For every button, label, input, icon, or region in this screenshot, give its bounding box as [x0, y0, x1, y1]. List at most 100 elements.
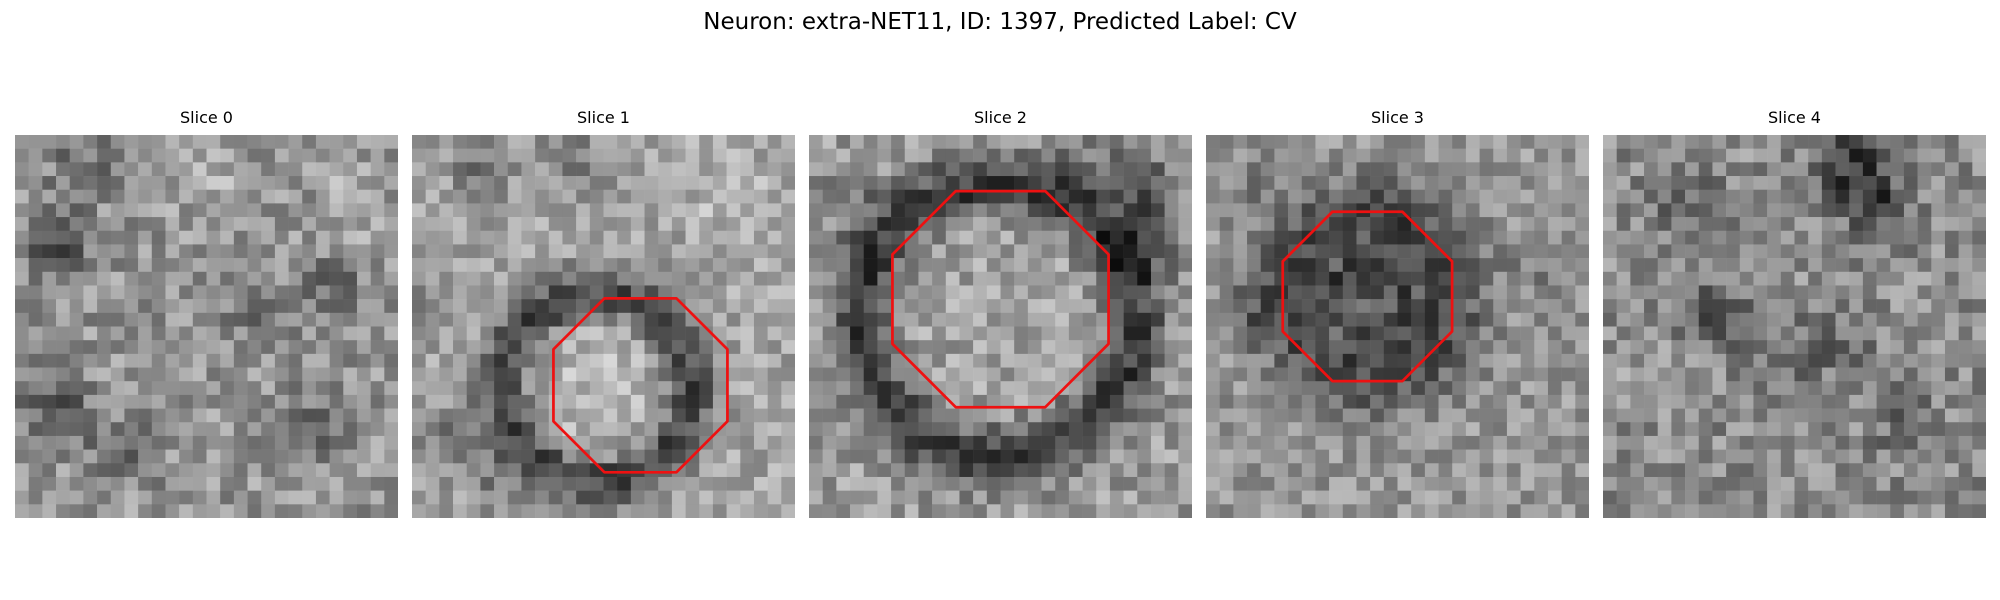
- image-pixel: [1862, 408, 1877, 423]
- image-pixel: [1301, 367, 1316, 382]
- image-pixel: [1876, 271, 1891, 286]
- image-pixel: [1438, 176, 1453, 190]
- image-pixel: [1055, 148, 1070, 163]
- image-pixel: [1685, 230, 1700, 245]
- image-pixel: [1014, 408, 1029, 423]
- image-pixel: [1329, 148, 1344, 163]
- image-pixel: [97, 353, 112, 368]
- image-pixel: [1068, 408, 1083, 423]
- image-pixel: [274, 230, 289, 245]
- image-pixel: [1082, 230, 1097, 245]
- image-pixel: [1958, 463, 1973, 478]
- image-pixel: [1575, 135, 1589, 149]
- image-pixel: [1301, 312, 1316, 327]
- image-pixel: [1397, 176, 1412, 190]
- image-pixel: [1014, 217, 1029, 232]
- image-pixel: [904, 326, 919, 341]
- image-pixel: [261, 162, 276, 177]
- image-pixel: [1821, 135, 1836, 149]
- image-pixel: [548, 271, 563, 286]
- image-pixel: [1603, 326, 1617, 341]
- image-pixel: [877, 230, 892, 245]
- image-pixel: [1931, 217, 1946, 232]
- image-pixel: [42, 244, 57, 259]
- image-pixel: [1972, 312, 1986, 327]
- image-pixel: [658, 162, 673, 177]
- image-pixel: [685, 490, 700, 505]
- image-pixel: [179, 271, 194, 286]
- image-pixel: [1644, 230, 1658, 245]
- image-pixel: [412, 340, 426, 355]
- image-pixel: [1219, 230, 1234, 245]
- image-pixel: [1657, 135, 1672, 149]
- image-pixel: [1027, 353, 1042, 368]
- image-pixel: [562, 203, 577, 218]
- image-pixel: [15, 449, 29, 464]
- image-pixel: [1958, 299, 1973, 314]
- image-pixel: [891, 463, 906, 478]
- image-pixel: [589, 189, 604, 204]
- image-pixel: [494, 353, 509, 368]
- image-pixel: [1493, 244, 1508, 259]
- image-pixel: [425, 435, 440, 450]
- image-pixel: [973, 463, 988, 478]
- image-pixel: [1301, 217, 1316, 232]
- image-pixel: [425, 353, 440, 368]
- image-pixel: [1041, 148, 1056, 163]
- image-pixel: [986, 449, 1001, 464]
- image-pixel: [1780, 312, 1795, 327]
- image-pixel: [1109, 258, 1124, 273]
- image-pixel: [1356, 340, 1371, 355]
- image-pixel: [1616, 244, 1631, 259]
- image-pixel: [1370, 217, 1385, 232]
- image-pixel: [932, 285, 947, 300]
- image-pixel: [535, 463, 550, 478]
- image-pixel: [1767, 176, 1782, 190]
- image-pixel: [630, 176, 645, 190]
- image-pixel: [1247, 422, 1261, 437]
- image-pixel: [1274, 353, 1289, 368]
- image-pixel: [261, 408, 276, 423]
- image-pixel: [1835, 394, 1850, 409]
- image-pixel: [535, 394, 550, 409]
- image-pixel: [1027, 148, 1042, 163]
- image-pixel: [1958, 422, 1973, 437]
- image-pixel: [165, 244, 180, 259]
- image-pixel: [822, 422, 837, 437]
- image-pixel: [466, 381, 481, 396]
- image-pixel: [1944, 244, 1959, 259]
- image-pixel: [343, 148, 358, 163]
- image-pixel: [1644, 381, 1658, 396]
- image-pixel: [97, 476, 112, 491]
- image-pixel: [973, 340, 988, 355]
- image-pixel: [630, 381, 645, 396]
- image-pixel: [1397, 244, 1412, 259]
- image-pixel: [1534, 463, 1549, 478]
- image-pixel: [370, 422, 385, 437]
- image-pixel: [1739, 258, 1754, 273]
- image-pixel: [1876, 394, 1891, 409]
- image-pixel: [822, 203, 837, 218]
- image-pixel: [453, 299, 467, 314]
- image-pixel: [28, 326, 43, 341]
- image-pixel: [1301, 340, 1316, 355]
- image-pixel: [138, 312, 153, 327]
- image-pixel: [1644, 490, 1658, 505]
- image-pixel: [685, 367, 700, 382]
- image-pixel: [507, 189, 522, 204]
- image-pixel: [384, 340, 398, 355]
- image-pixel: [356, 476, 371, 491]
- image-pixel: [1465, 244, 1480, 259]
- image-pixel: [1862, 326, 1877, 341]
- image-pixel: [1068, 189, 1083, 204]
- image-pixel: [712, 463, 727, 478]
- image-pixel: [986, 299, 1001, 314]
- image-pixel: [767, 476, 782, 491]
- image-pixel: [918, 367, 933, 382]
- image-pixel: [329, 299, 344, 314]
- image-pixel: [1958, 176, 1973, 190]
- image-pixel: [521, 148, 536, 163]
- image-pixel: [480, 340, 495, 355]
- image-pixel: [453, 449, 467, 464]
- image-pixel: [261, 340, 276, 355]
